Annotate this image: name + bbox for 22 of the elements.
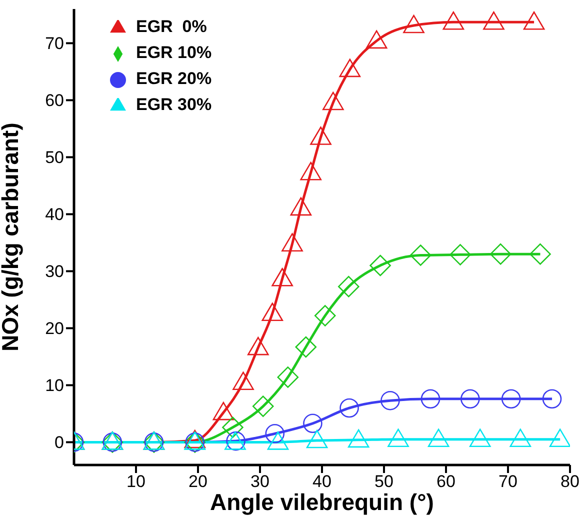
y-axis-title: NOx (g/kg carburant) [0, 122, 24, 352]
legend-label: EGR 20% [136, 69, 212, 88]
y-tick-label: 70 [45, 34, 64, 54]
x-tick-label: 40 [312, 472, 332, 492]
legend-label: EGR 0% [136, 17, 207, 36]
y-tick-label: 20 [45, 319, 64, 338]
y-tick-label: 10 [45, 376, 64, 396]
y-tick-label: 0 [54, 433, 64, 452]
y-tick-label: 60 [45, 91, 64, 110]
x-tick-label: 70 [498, 472, 518, 492]
legend-label: EGR 10% [136, 43, 212, 62]
y-tick-label: 30 [45, 262, 64, 282]
x-tick-label: 20 [188, 472, 208, 492]
y-tick-label: 50 [45, 148, 64, 168]
y-tick-label: 40 [45, 205, 64, 224]
x-tick-label: 50 [374, 472, 394, 492]
x-axis-title: Angle vilebrequin (°) [210, 489, 434, 515]
x-tick-label: 30 [250, 472, 270, 492]
x-tick-label: 60 [436, 472, 456, 492]
x-tick-label: 80 [560, 472, 580, 492]
legend-label: EGR 30% [136, 95, 212, 114]
x-tick-label: 10 [126, 472, 146, 492]
